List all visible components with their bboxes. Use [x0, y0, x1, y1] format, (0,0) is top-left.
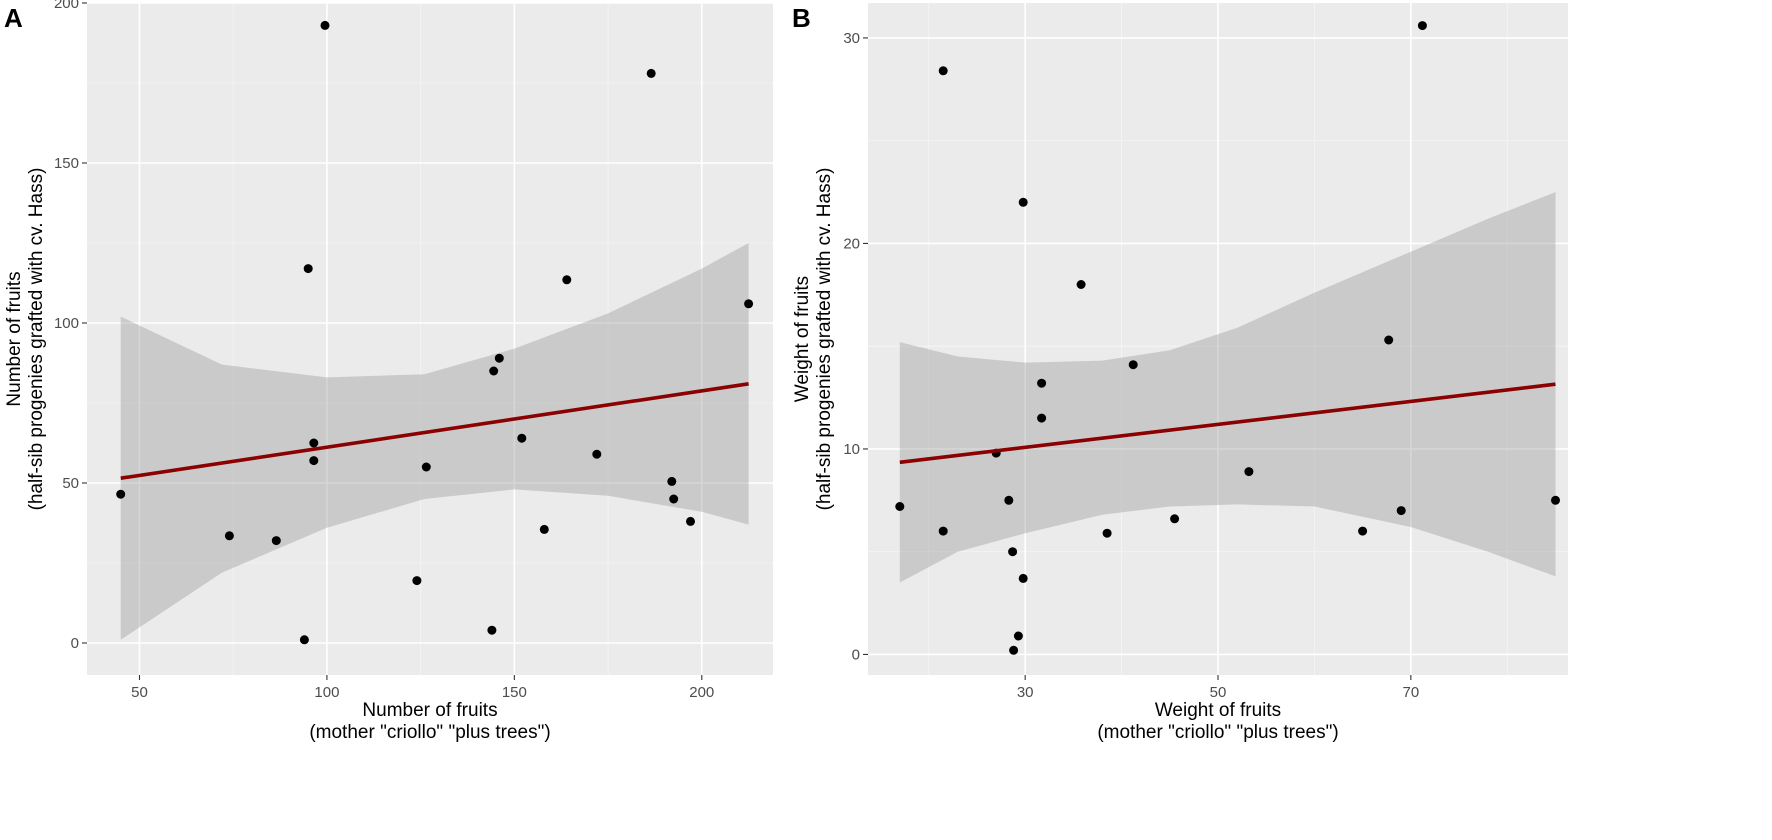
panel-b-data-point	[938, 526, 948, 536]
panel-b: B 30 50 70 0 10 20 30 Weight of fruits (mothe…	[792, 3, 1568, 743]
panel-b-y-axis-title: Weight of fruits	[792, 276, 813, 402]
panel-b-x-tick-label: 30	[1017, 684, 1034, 701]
panel-a-data-point	[299, 635, 309, 645]
panel-b-gridlines	[868, 3, 1568, 675]
panel-b-y-tick-label: 10	[843, 441, 860, 458]
panel-b-data-point	[938, 66, 948, 76]
panel-b-ci-band-area	[899, 192, 1556, 583]
panel-b-data-point	[1170, 514, 1180, 524]
panel-b-data-point	[1076, 280, 1086, 289]
panel-a-x-tick-label: 50	[131, 684, 148, 701]
panel-a-data-point	[271, 536, 281, 546]
panel-a-x-axis-title: Number of fruits	[362, 700, 497, 721]
panel-a-data-point	[224, 531, 234, 541]
panel-b-data-point	[1384, 335, 1394, 345]
panel-a-data-point	[517, 433, 527, 443]
panel-a-x-axis: 50 100 150 200	[131, 675, 714, 701]
panel-b-x-tick-label: 50	[1210, 684, 1227, 701]
panel-b-y-axis: 0 10 20 30	[843, 30, 868, 663]
panel-b-data-point	[1009, 645, 1019, 655]
panel-a-data-point	[686, 516, 695, 526]
panel-b-data-point	[1004, 495, 1014, 505]
panel-b-data-point	[1102, 528, 1112, 538]
panel-b-data-point	[1018, 197, 1028, 207]
panel-a-data-point	[116, 489, 126, 499]
panel-a-gridlines	[87, 2, 773, 675]
panel-b-confidence-band	[899, 192, 1556, 583]
panel-a-data-point	[744, 299, 754, 309]
panel-b-y-tick-label: 30	[843, 30, 860, 47]
panel-a-data-point	[309, 438, 319, 448]
panel-a: A 50 100 150 200 0 50 100 150 200 Number of fru…	[4, 0, 773, 743]
panel-a-y-axis: 0 50 100 150 200	[54, 0, 87, 652]
panel-a-label: A	[4, 3, 23, 33]
panel-a-fit-line	[120, 382, 749, 480]
panel-b-regression-line	[899, 382, 1556, 465]
panel-a-data-point	[421, 462, 431, 472]
panel-a-data-point	[646, 68, 656, 78]
panel-a-data-point	[562, 275, 572, 285]
panel-b-label: B	[792, 3, 811, 33]
panel-a-y-axis-subtitle: (half-sib progenies grafted with cv. Has…	[26, 168, 47, 511]
panel-a-data-point	[669, 494, 679, 504]
panel-b-data-point	[895, 502, 905, 511]
panel-a-y-axis-title: Number of fruits	[4, 271, 25, 406]
panel-a-y-tick-label: 50	[62, 475, 79, 492]
panel-a-x-tick-label: 150	[502, 684, 527, 701]
panel-b-data-point	[1018, 573, 1028, 583]
panel-b-x-tick-label: 70	[1402, 684, 1419, 701]
panel-b-data-point	[1396, 506, 1406, 516]
panel-a-points	[116, 20, 754, 645]
panel-a-y-tick-label: 100	[54, 315, 79, 332]
panel-b-data-point	[1037, 413, 1047, 423]
panel-b-fit-line	[899, 382, 1556, 465]
panel-b-data-point	[1008, 547, 1018, 557]
panel-b-x-axis-subtitle: (mother "criollo" "plus trees")	[1097, 722, 1338, 743]
panel-a-y-tick-label: 150	[54, 155, 79, 172]
panel-a-data-point	[592, 449, 602, 459]
panel-b-data-point	[1037, 378, 1047, 388]
panel-b-data-point	[1358, 526, 1368, 536]
panel-a-data-point	[489, 366, 499, 376]
panel-a-data-point	[412, 576, 422, 586]
panel-a-data-point	[667, 476, 677, 486]
panel-b-data-point	[1013, 631, 1023, 641]
panel-b-data-point	[1128, 360, 1138, 370]
panel-a-data-point	[494, 353, 504, 363]
panel-b-data-point	[1417, 21, 1427, 31]
panel-b-data-point	[1244, 467, 1254, 477]
panel-a-data-point	[303, 264, 313, 274]
panel-a-regression-line	[120, 382, 749, 480]
panel-b-x-axis: 30 50 70	[1017, 675, 1419, 701]
panel-b-y-tick-label: 0	[852, 646, 860, 663]
panel-b-x-axis-title: Weight of fruits	[1155, 700, 1281, 721]
panel-b-points	[895, 21, 1560, 655]
panel-a-y-tick-label: 0	[71, 635, 79, 652]
panel-a-x-tick-label: 100	[314, 684, 339, 701]
panel-a-y-tick-label: 200	[54, 0, 79, 12]
panel-a-data-point	[309, 456, 319, 466]
panel-a-data-point	[487, 625, 497, 635]
panel-b-y-tick-label: 20	[843, 235, 860, 252]
panel-a-data-point	[539, 524, 549, 534]
panel-b-y-axis-subtitle: (half-sib progenies grafted with cv. Has…	[814, 168, 835, 511]
panel-a-x-axis-subtitle: (mother "criollo" "plus trees")	[309, 722, 550, 743]
panel-a-data-point	[320, 20, 330, 30]
panel-b-data-point	[1551, 495, 1560, 505]
panel-a-x-tick-label: 200	[689, 684, 714, 701]
